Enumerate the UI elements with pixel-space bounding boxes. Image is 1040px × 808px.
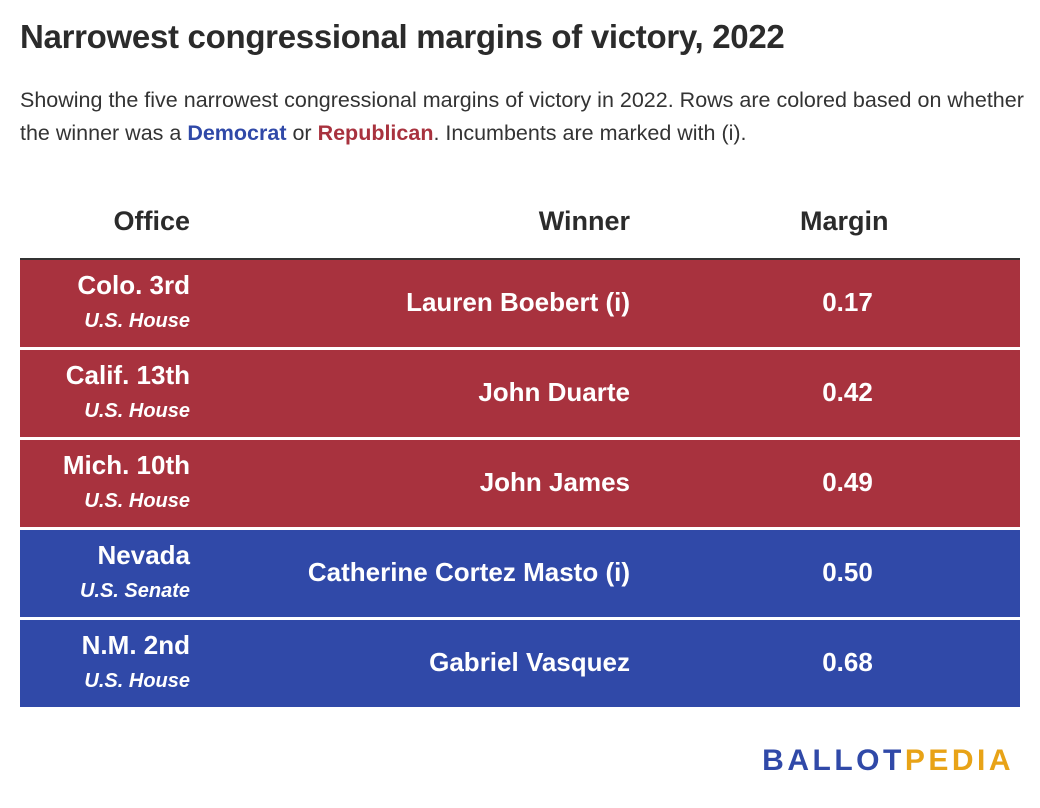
democrat-legend-word: Democrat (187, 121, 287, 145)
winner-cell: Catherine Cortez Masto (i) (307, 557, 630, 587)
table-row: Colo. 3rd U.S. House Lauren Boebert (i) 0.1… (20, 260, 1020, 347)
winner-cell: John James (479, 467, 630, 497)
column-header-margin: Margin (800, 206, 889, 236)
margin-cell: 0.17 (822, 287, 873, 317)
republican-legend-word: Republican (317, 121, 434, 145)
winner-cell: Gabriel Vasquez (429, 647, 630, 677)
winner-cell: John Duarte (478, 377, 630, 407)
chart-title: Narrowest congressional margins of victo… (20, 18, 785, 55)
office-cell: N.M. 2nd (81, 630, 190, 660)
office-cell: Calif. 13th (65, 360, 190, 390)
chart-subtitle: Showing the five narrowest congressional… (20, 84, 1025, 150)
margin-cell: 0.68 (822, 647, 873, 677)
subtitle-text-3: . Incumbents are marked with (i). (433, 121, 747, 145)
table-body: Colo. 3rd U.S. House Lauren Boebert (i) 0.1… (20, 260, 1020, 707)
ballotpedia-logo: BALLOTPEDIA (762, 744, 1014, 778)
office-cell: Mich. 10th (62, 450, 190, 480)
office-cell: Nevada (97, 540, 191, 570)
subtitle-text-1: Showing the five narrowest congressional… (20, 88, 1024, 145)
margin-cell: 0.49 (822, 467, 873, 497)
margin-cell: 0.50 (822, 557, 873, 587)
table-row: Nevada U.S. Senate Catherine Cortez Masto … (20, 530, 1020, 617)
winner-cell: Lauren Boebert (i) (406, 287, 630, 317)
margin-cell: 0.42 (822, 377, 873, 407)
margins-table: Office Winner Margin Colo. 3rd U.S. House… (20, 200, 1020, 710)
chamber-cell: U.S. House (84, 670, 190, 692)
logo-ballot: BALLOT (762, 744, 905, 777)
table-row: N.M. 2nd U.S. House Gabriel Vasquez 0.68 (20, 620, 1020, 707)
column-header-office: Office (113, 206, 190, 236)
chamber-cell: U.S. House (84, 490, 190, 512)
table-row: Calif. 13th U.S. House John Duarte 0.42 (20, 350, 1020, 437)
column-header-winner: Winner (538, 206, 630, 236)
subtitle-text-2: or (286, 121, 318, 145)
table-row: Mich. 10th U.S. House John James 0.49 (20, 440, 1020, 527)
chamber-cell: U.S. House (84, 310, 190, 332)
chamber-cell: U.S. House (84, 400, 190, 422)
office-cell: Colo. 3rd (77, 270, 190, 300)
logo-pedia: PEDIA (904, 744, 1014, 777)
table-header: Office Winner Margin (20, 200, 1020, 260)
chamber-cell: U.S. Senate (79, 580, 190, 602)
